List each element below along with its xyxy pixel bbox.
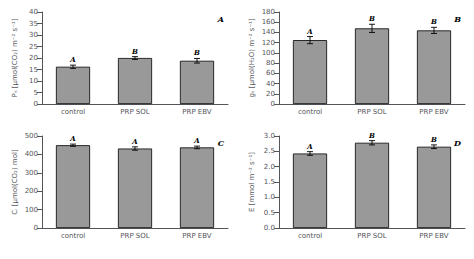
svg-text:B: B xyxy=(453,14,461,24)
svg-text:PRP EBV: PRP EBV xyxy=(182,108,212,116)
svg-text:400: 400 xyxy=(25,150,38,158)
svg-text:A: A xyxy=(131,137,138,146)
svg-text:0: 0 xyxy=(271,100,275,108)
svg-text:40: 40 xyxy=(29,8,38,16)
svg-text:0: 0 xyxy=(34,224,38,232)
svg-text:B: B xyxy=(368,14,375,23)
svg-text:160: 160 xyxy=(262,18,275,26)
svg-text:30: 30 xyxy=(29,31,38,39)
svg-text:0: 0 xyxy=(34,100,38,108)
svg-text:A: A xyxy=(217,14,224,24)
svg-text:10: 10 xyxy=(29,77,38,85)
svg-text:control: control xyxy=(61,232,85,240)
svg-text:2.5: 2.5 xyxy=(264,147,275,155)
svg-text:gₛ [μmol(H₂O) m⁻² s⁻¹]: gₛ [μmol(H₂O) m⁻² s⁻¹] xyxy=(248,18,256,97)
svg-text:control: control xyxy=(61,108,85,116)
svg-text:0.5: 0.5 xyxy=(264,209,275,217)
svg-text:PRP EBV: PRP EBV xyxy=(182,232,212,240)
svg-text:B: B xyxy=(131,47,138,56)
svg-text:100: 100 xyxy=(262,49,275,57)
svg-text:120: 120 xyxy=(262,39,275,47)
svg-text:A: A xyxy=(193,136,200,145)
svg-text:A: A xyxy=(69,134,76,143)
svg-text:500: 500 xyxy=(25,132,38,140)
svg-text:B: B xyxy=(193,48,200,57)
svg-text:PRP SOL: PRP SOL xyxy=(357,232,386,240)
svg-text:control: control xyxy=(298,108,322,116)
svg-text:PRP SOL: PRP SOL xyxy=(120,108,149,116)
svg-text:180: 180 xyxy=(262,8,275,16)
svg-text:Pₙ [μmol(CO₂) m⁻² s⁻¹]: Pₙ [μmol(CO₂) m⁻² s⁻¹] xyxy=(11,18,19,97)
svg-text:300: 300 xyxy=(25,169,38,177)
svg-text:15: 15 xyxy=(29,66,38,74)
svg-text:D: D xyxy=(453,138,461,148)
svg-text:5: 5 xyxy=(34,89,38,97)
svg-text:A: A xyxy=(69,55,76,64)
svg-text:B: B xyxy=(368,131,375,140)
svg-text:C: C xyxy=(218,138,225,148)
svg-text:PRP EBV: PRP EBV xyxy=(419,232,449,240)
svg-text:B: B xyxy=(430,135,437,144)
svg-text:80: 80 xyxy=(266,59,275,67)
svg-text:100: 100 xyxy=(25,206,38,214)
svg-text:1.5: 1.5 xyxy=(264,178,275,186)
svg-text:3.0: 3.0 xyxy=(264,132,275,140)
svg-text:A: A xyxy=(306,27,313,36)
svg-text:140: 140 xyxy=(262,28,275,36)
svg-text:control: control xyxy=(298,232,322,240)
svg-text:PRP SOL: PRP SOL xyxy=(120,232,149,240)
svg-text:200: 200 xyxy=(25,187,38,195)
svg-text:A: A xyxy=(306,142,313,151)
svg-text:25: 25 xyxy=(29,43,38,51)
svg-text:20: 20 xyxy=(29,54,38,62)
svg-text:PRP SOL: PRP SOL xyxy=(357,108,386,116)
svg-text:40: 40 xyxy=(266,80,275,88)
svg-text:20: 20 xyxy=(266,90,275,98)
svg-text:PRP EBV: PRP EBV xyxy=(419,108,449,116)
svg-text:B: B xyxy=(430,17,437,26)
svg-text:E [mmol m⁻² s⁻¹]: E [mmol m⁻² s⁻¹] xyxy=(248,152,256,212)
svg-text:Cᵢ [μmol(CO₂) mol]: Cᵢ [μmol(CO₂) mol] xyxy=(11,149,19,215)
svg-text:0.0: 0.0 xyxy=(264,224,275,232)
svg-text:2.0: 2.0 xyxy=(264,163,275,171)
svg-text:35: 35 xyxy=(29,20,38,28)
svg-text:1.0: 1.0 xyxy=(264,193,275,201)
svg-text:60: 60 xyxy=(266,69,275,77)
